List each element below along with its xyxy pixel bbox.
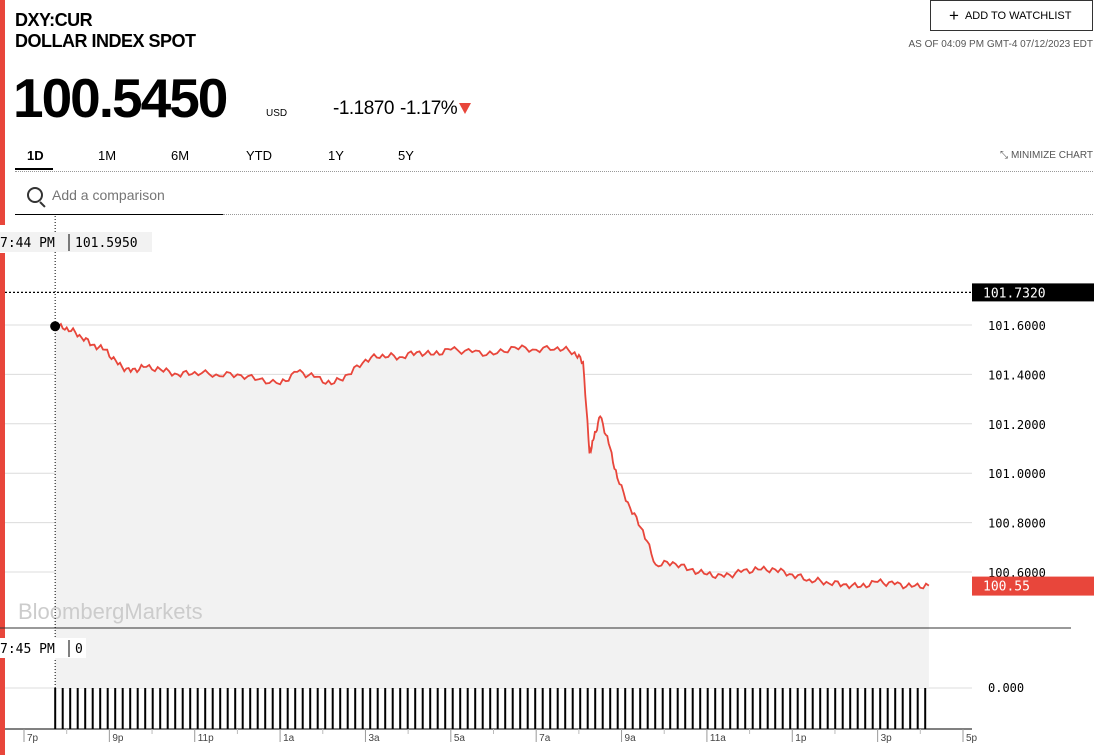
crosshair-value: 101.5950	[75, 236, 138, 251]
tab-divider	[15, 171, 1093, 172]
y-tick-label: 100.8000	[988, 517, 1046, 531]
x-tick-label: 9p	[112, 733, 124, 744]
comparison-search-input[interactable]	[50, 183, 224, 207]
high-price-label: 101.7320	[983, 286, 1046, 301]
accent-bar-lower	[0, 253, 5, 755]
y-tick-label: 101.4000	[988, 368, 1046, 382]
currency-label: USD	[266, 108, 288, 119]
tab-6m[interactable]: 6M	[171, 148, 190, 163]
watchlist-label: ADD TO WATCHLIST	[964, 9, 1072, 22]
volume-label-box	[0, 638, 86, 658]
tab-ytd[interactable]: YTD	[246, 148, 272, 163]
crosshair-label-box	[0, 232, 152, 252]
price-value: 100.5450	[13, 67, 228, 129]
last-price-label: 100.55	[983, 580, 1030, 595]
accent-bar	[0, 0, 5, 225]
y-tick-label: 101.2000	[988, 418, 1046, 432]
x-tick-label: 1a	[283, 733, 295, 744]
x-tick-label: 5p	[966, 733, 978, 744]
volume-area-fill	[55, 628, 929, 688]
search-divider	[223, 214, 1093, 215]
down-triangle-icon	[459, 103, 471, 114]
price-area-fill	[55, 324, 929, 628]
volume-bars	[54, 688, 927, 729]
last-price-tag	[972, 576, 1094, 596]
plus-icon: +	[949, 6, 959, 25]
x-tick-label: 5a	[454, 733, 466, 744]
volume-tick-label: 0.000	[988, 681, 1024, 695]
tab-1y[interactable]: 1Y	[328, 148, 344, 163]
y-axis-labels: 101.6000 101.4000 101.2000 101.0000 100.8000…	[988, 319, 1046, 580]
price-change: -1.1870	[333, 98, 394, 119]
x-tick-label: 9a	[625, 733, 637, 744]
tab-1d[interactable]: 1D	[27, 148, 44, 163]
volume-value: 0	[75, 642, 83, 657]
x-tick-label: 3p	[881, 733, 893, 744]
tab-5y[interactable]: 5Y	[398, 148, 414, 163]
crosshair-dot	[50, 321, 61, 332]
x-tick-label: 1p	[795, 733, 807, 744]
price-change-pct: -1.17%	[400, 98, 458, 119]
y-tick-label: 100.6000	[988, 566, 1046, 580]
x-tick-label: 11p	[198, 733, 214, 744]
minimize-chart-button[interactable]: ⤡ MINIMIZE CHART	[1000, 150, 1093, 161]
as-of-timestamp: AS OF 04:09 PM GMT-4 07/12/2023 EDT	[908, 39, 1093, 50]
y-tick-label: 101.6000	[988, 319, 1046, 333]
crosshair-time: 7:44 PM	[0, 236, 55, 251]
x-tick-label: 7p	[27, 733, 39, 744]
volume-time: 7:45 PM	[0, 642, 55, 657]
comparison-search	[15, 182, 224, 215]
add-to-watchlist-button[interactable]: + ADD TO WATCHLIST	[930, 0, 1093, 31]
ticker-symbol: DXY:CUR	[15, 10, 93, 30]
minimize-label: MINIMIZE CHART	[1010, 150, 1093, 161]
watermark: BloombergMarkets	[18, 599, 203, 624]
x-axis: 7p 9p 11p 1a 3a 5a 7a 9a 11a 1p 3p 5p	[5, 728, 978, 744]
minimize-icon: ⤡	[999, 150, 1008, 161]
x-tick-label: 7a	[539, 733, 551, 744]
price-line	[54, 322, 930, 590]
security-name: DOLLAR INDEX SPOT	[15, 31, 196, 51]
x-tick-label: 3a	[368, 733, 380, 744]
y-tick-label: 101.0000	[988, 467, 1046, 481]
active-tab-indicator	[15, 168, 53, 170]
high-price-tag	[972, 283, 1094, 302]
x-tick-label: 11a	[710, 733, 726, 744]
search-icon	[27, 187, 43, 203]
tab-1m[interactable]: 1M	[98, 148, 117, 163]
